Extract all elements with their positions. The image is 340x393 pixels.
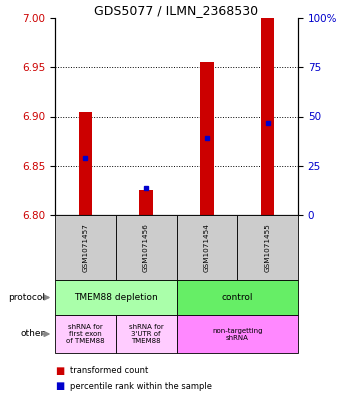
Text: ■: ■ [55,381,64,391]
Bar [79,112,92,215]
Text: shRNA for
first exon
of TMEM88: shRNA for first exon of TMEM88 [66,324,105,344]
Text: GSM1071455: GSM1071455 [265,223,271,272]
Text: control: control [221,293,253,302]
Text: transformed count: transformed count [70,366,149,375]
Text: GSM1071457: GSM1071457 [82,223,88,272]
Text: GSM1071454: GSM1071454 [204,223,210,272]
Bar [200,62,214,215]
Text: non-targetting
shRNA: non-targetting shRNA [212,327,262,340]
Bar [139,190,153,215]
Text: shRNA for
3'UTR of
TMEM88: shRNA for 3'UTR of TMEM88 [129,324,164,344]
Bar [261,18,274,215]
Title: GDS5077 / ILMN_2368530: GDS5077 / ILMN_2368530 [95,4,258,17]
Text: TMEM88 depletion: TMEM88 depletion [74,293,158,302]
Text: protocol: protocol [8,293,45,302]
Text: other: other [20,329,45,338]
Text: ■: ■ [55,365,64,376]
Text: GSM1071456: GSM1071456 [143,223,149,272]
Text: percentile rank within the sample: percentile rank within the sample [70,382,212,391]
